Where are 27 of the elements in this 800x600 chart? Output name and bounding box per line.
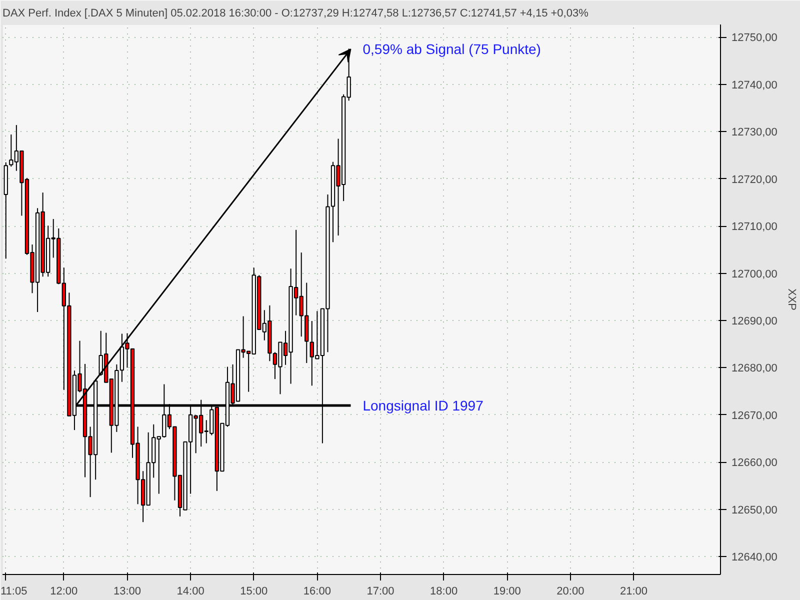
y-tick-label: 12690,00	[732, 316, 778, 328]
y-tick-label: 12720,00	[732, 174, 778, 186]
y-tick-label: 12740,00	[732, 79, 778, 92]
chart-title: DAX Perf. Index [.DAX 5 Minuten] 05.02.2018 16:30:00 - O:12737,29 H:12747,58 L:12736,57 C:12741,57 +4,15 +0,03%	[2, 8, 589, 20]
y-tick-label: 12640,00	[732, 552, 778, 564]
y-tick-label: 12710,00	[732, 221, 778, 234]
x-tick-label: 12:00	[50, 586, 78, 598]
y-tick-label: 12730,00	[732, 126, 778, 139]
x-tick-label: 14:00	[176, 586, 204, 598]
x-tick-label: 18:00	[430, 586, 458, 598]
x-tick-label: 20:00	[556, 586, 584, 598]
x-tick-label: 15:00	[240, 586, 268, 598]
annotation: Longsignal ID 1997	[362, 397, 484, 414]
y-tick-label: 12700,00	[732, 268, 778, 280]
annotation: 0,59% ab Signal (75 Punkte)	[362, 41, 541, 58]
y-axis-title: XXP	[785, 288, 798, 311]
y-tick-label: 12670,00	[732, 410, 778, 422]
x-tick-label: 16:00	[303, 586, 331, 598]
y-tick-label: 12680,00	[732, 362, 778, 375]
x-tick-label: 13:00	[113, 586, 141, 598]
y-tick-label: 12750,00	[732, 32, 778, 44]
x-tick-label: 17:00	[366, 586, 394, 598]
x-tick-label: 21:00	[620, 586, 648, 598]
x-tick-label: 11:05	[0, 586, 28, 598]
x-tick-label: 19:00	[493, 586, 521, 598]
y-tick-label: 12660,00	[732, 457, 778, 470]
y-tick-label: 12650,00	[732, 504, 778, 516]
